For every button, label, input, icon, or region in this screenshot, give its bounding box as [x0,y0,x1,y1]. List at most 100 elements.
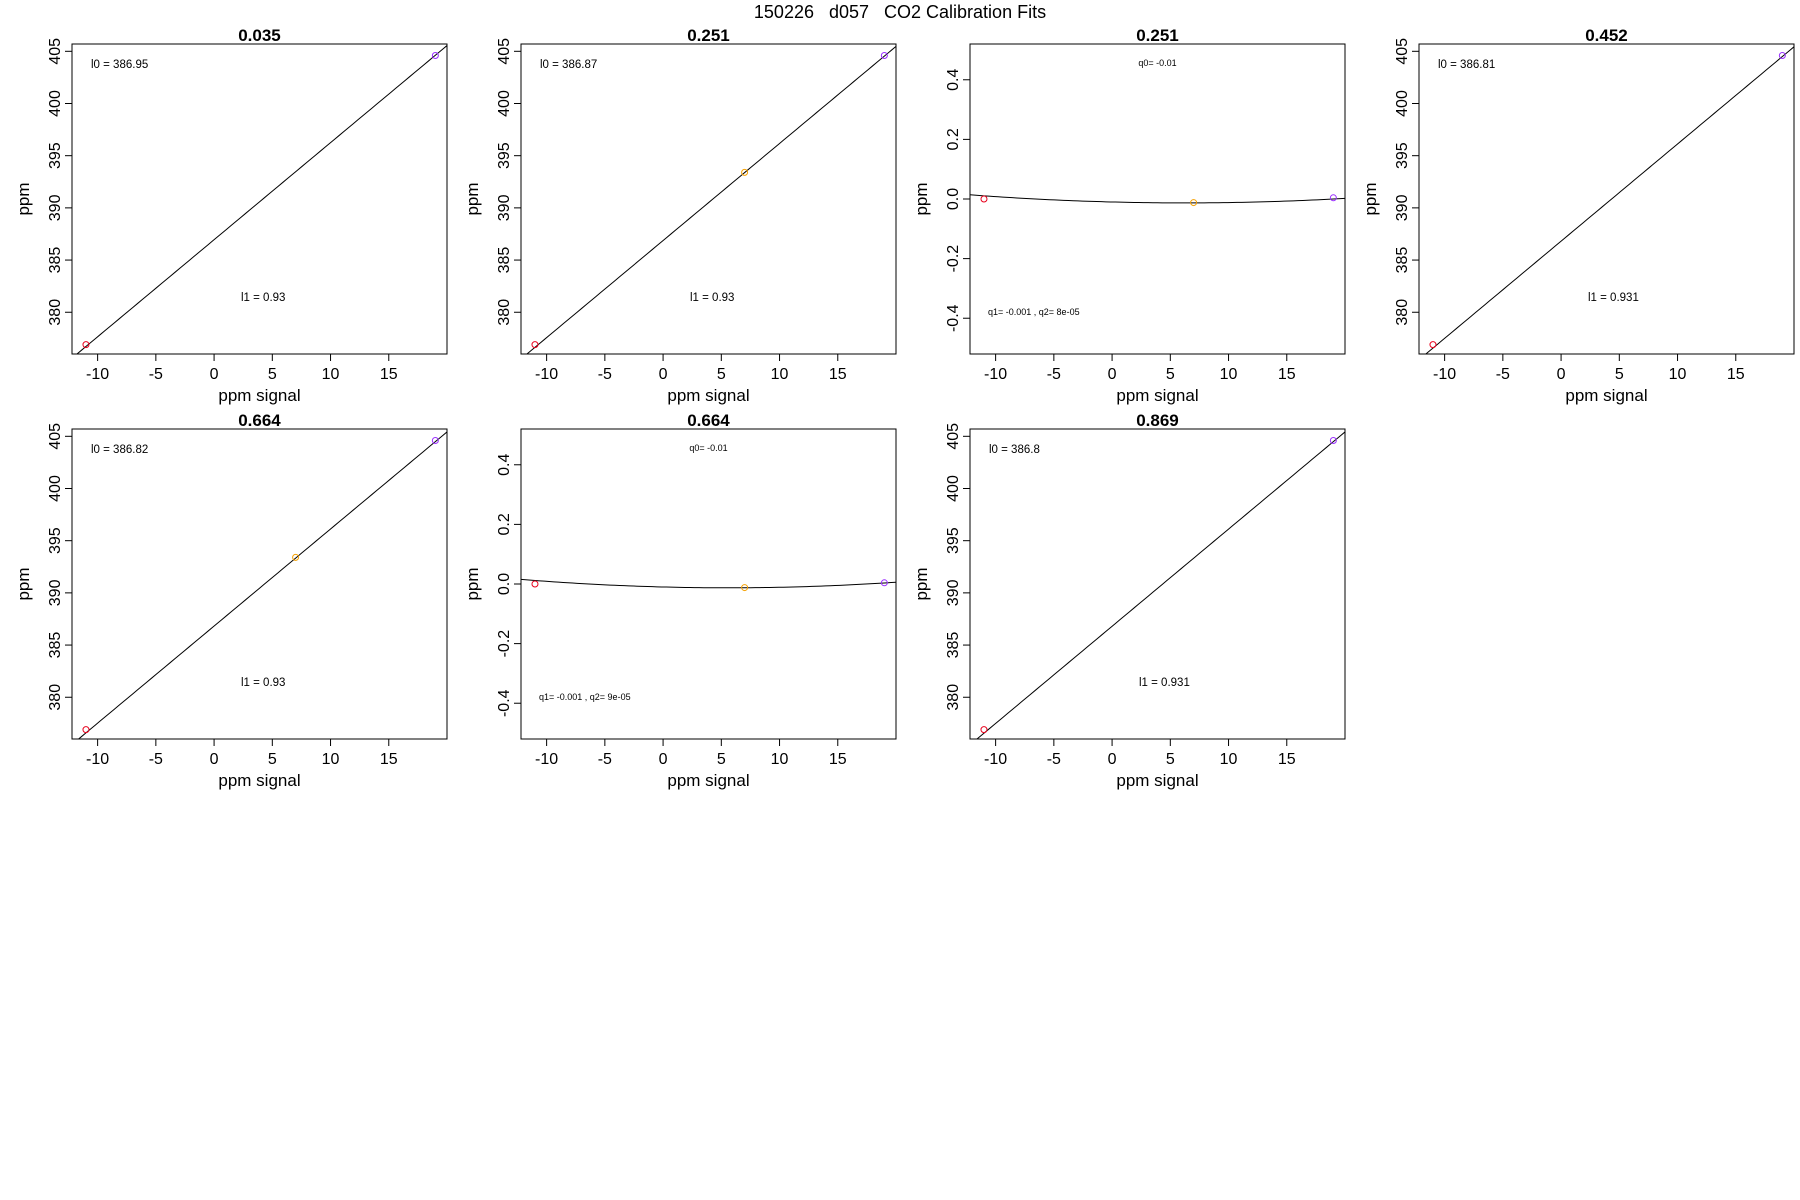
data-point-red [531,341,539,349]
y-tick-label: 400 [47,90,64,117]
data-point-red [1429,341,1437,349]
x-tick-label: 10 [771,366,789,383]
panel-title: 0.869 [1136,411,1179,430]
y-tick-label: 395 [496,142,513,169]
y-axis-label: ppm [14,567,33,600]
x-tick-label: 15 [380,751,398,768]
chart-panel-2: 0.251 -10 -5 0 5 10 15 380 385 390 395 400 405 ppm si… [463,26,897,405]
y-tick-label: 385 [47,632,64,659]
x-tick-label: 0 [659,751,668,768]
x-tick-label: -10 [535,366,558,383]
data-point-purple [1329,436,1337,444]
y-tick-label: 400 [496,90,513,117]
x-tick-label: 10 [771,751,789,768]
x-tick-label: 10 [322,751,340,768]
y-tick-label: 385 [496,247,513,274]
y-tick-label: 0.0 [496,573,513,595]
y-tick-label: -0.2 [945,245,962,273]
x-tick-label: 5 [717,366,726,383]
fit-line [1425,46,1794,354]
fit-annotation: l1 = 0.93 [241,677,285,689]
fit-annotation: l0 = 386.95 [91,59,148,71]
x-tick-label: 15 [829,751,847,768]
panel-title: 0.664 [238,411,281,430]
x-tick-label: 0 [1557,366,1566,383]
fit-line [970,194,1345,204]
x-tick-label: 10 [1220,366,1238,383]
panel-title: 0.251 [687,26,730,45]
y-axis-label: ppm [912,182,931,215]
data-point-red [531,580,539,588]
y-tick-label: 385 [1394,247,1411,274]
data-point-red [82,726,90,734]
y-tick-label: 0.2 [496,513,513,535]
chart-panel-5: 0.664 -10 -5 0 5 10 15 380 385 390 395 400 405 ppm si… [14,411,448,790]
y-tick-label: 0.0 [945,188,962,210]
fit-annotation: q0= -0.01 [1138,58,1176,68]
chart-panel-4: 0.452 -10 -5 0 5 10 15 380 385 390 395 400 405 ppm si… [1361,26,1795,405]
y-tick-label: 405 [1394,38,1411,65]
y-tick-label: 385 [945,632,962,659]
y-tick-label: 0.4 [945,69,962,91]
fit-annotation: q1= -0.001 , q2= 8e-05 [988,307,1080,317]
plot-frame [71,43,448,355]
y-tick-label: 390 [496,194,513,221]
x-axis-label: ppm signal [218,771,300,790]
x-tick-label: -5 [1047,751,1061,768]
data-point-purple [431,51,439,59]
data-point-red [980,726,988,734]
y-tick-label: 405 [47,38,64,65]
x-tick-label: -10 [535,751,558,768]
x-tick-label: -10 [86,366,109,383]
y-tick-label: -0.4 [496,689,513,717]
x-axis-label: ppm signal [667,386,749,405]
x-tick-label: 15 [1278,751,1296,768]
x-tick-label: -5 [149,751,163,768]
data-point-purple [431,436,439,444]
x-axis-label: ppm signal [667,771,749,790]
panel-title: 0.251 [1136,26,1179,45]
x-tick-label: -5 [598,751,612,768]
x-tick-label: 5 [1166,366,1175,383]
x-axis-label: ppm signal [218,386,300,405]
panel-title: 0.035 [238,26,281,45]
fit-line [526,46,896,354]
fit-annotation: q0= -0.01 [689,443,727,453]
data-point-purple [1778,51,1786,59]
x-tick-label: 15 [380,366,398,383]
y-tick-label: 380 [945,684,962,711]
y-axis-label: ppm [14,182,33,215]
fit-annotation: l0 = 386.82 [91,444,148,456]
y-tick-label: 400 [47,475,64,502]
x-tick-label: -5 [149,366,163,383]
y-tick-label: -0.4 [945,304,962,332]
y-tick-label: 0.4 [496,454,513,476]
fit-line [976,431,1345,739]
data-point-orange [741,168,749,176]
chart-panel-1: 0.035 -10 -5 0 5 10 15 380 385 390 395 400 405 ppm si… [14,26,448,405]
x-tick-label: -10 [1433,366,1456,383]
y-tick-label: 390 [945,579,962,606]
fit-annotation: l1 = 0.931 [1588,292,1639,304]
x-tick-label: 0 [1108,751,1117,768]
chart-panel-7: 0.869 -10 -5 0 5 10 15 380 385 390 395 400 405 ppm si… [912,411,1346,790]
y-tick-label: 395 [945,527,962,554]
x-tick-label: 5 [717,751,726,768]
x-tick-label: 15 [829,366,847,383]
x-tick-label: 5 [1615,366,1624,383]
x-tick-label: -5 [598,366,612,383]
y-tick-label: 405 [945,423,962,450]
data-point-purple [1329,194,1337,202]
fit-annotation: l1 = 0.93 [241,292,285,304]
x-tick-label: -5 [1047,366,1061,383]
data-point-purple [880,51,888,59]
data-point-orange [741,584,749,592]
plot-frame [520,43,897,355]
x-tick-label: 0 [210,366,219,383]
x-tick-label: 5 [268,751,277,768]
y-axis-label: ppm [463,182,482,215]
y-tick-label: 0.2 [945,128,962,150]
x-axis-label: ppm signal [1565,386,1647,405]
data-point-orange [1190,199,1198,207]
x-tick-label: 15 [1278,366,1296,383]
